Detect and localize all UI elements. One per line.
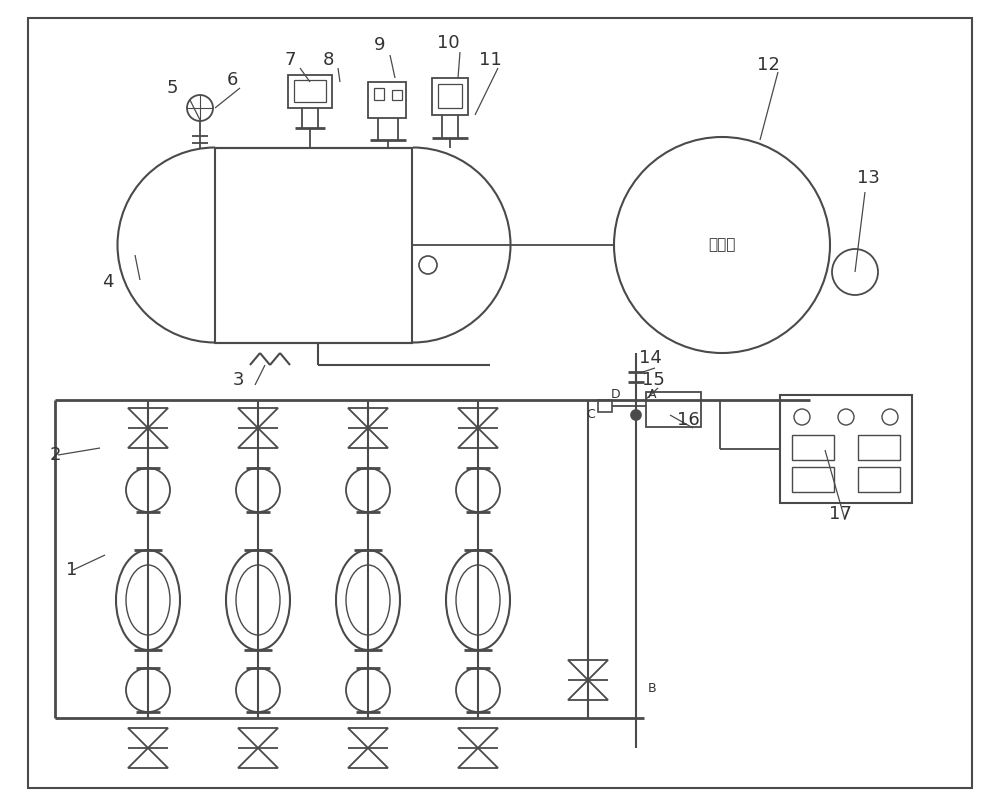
Text: D: D	[611, 388, 621, 401]
Text: 13: 13	[857, 169, 879, 187]
Circle shape	[832, 249, 878, 295]
Bar	[858, 467, 900, 492]
Polygon shape	[128, 728, 168, 748]
Text: 12: 12	[757, 56, 779, 74]
Circle shape	[187, 95, 213, 121]
Circle shape	[882, 409, 898, 425]
Polygon shape	[128, 428, 168, 448]
Polygon shape	[458, 728, 498, 748]
Text: 3: 3	[232, 371, 244, 389]
Circle shape	[346, 668, 390, 712]
Bar	[392, 90, 402, 100]
Polygon shape	[348, 408, 388, 428]
Text: 1: 1	[66, 561, 78, 579]
Bar	[215, 148, 412, 343]
Text: 6: 6	[226, 71, 238, 89]
Bar	[780, 395, 912, 503]
Bar	[432, 78, 468, 115]
Ellipse shape	[456, 565, 500, 635]
Circle shape	[456, 668, 500, 712]
Bar	[792, 435, 834, 460]
Polygon shape	[238, 408, 278, 428]
Text: 7: 7	[284, 51, 296, 69]
Text: 17: 17	[829, 505, 851, 523]
Ellipse shape	[336, 550, 400, 650]
Polygon shape	[348, 728, 388, 748]
Polygon shape	[568, 660, 608, 680]
Text: 14: 14	[639, 349, 661, 367]
Text: A: A	[648, 388, 656, 401]
Circle shape	[236, 468, 280, 512]
Polygon shape	[128, 748, 168, 768]
Polygon shape	[348, 428, 388, 448]
Circle shape	[126, 468, 170, 512]
Bar	[368, 82, 406, 118]
Text: 8: 8	[322, 51, 334, 69]
Polygon shape	[568, 680, 608, 700]
Bar	[598, 400, 612, 412]
Ellipse shape	[446, 550, 510, 650]
Text: 9: 9	[374, 36, 386, 54]
Circle shape	[456, 468, 500, 512]
Ellipse shape	[226, 550, 290, 650]
Ellipse shape	[126, 565, 170, 635]
Polygon shape	[238, 728, 278, 748]
Circle shape	[419, 256, 437, 274]
Circle shape	[614, 137, 830, 353]
Text: 11: 11	[479, 51, 501, 69]
Text: 15: 15	[642, 371, 664, 389]
Circle shape	[838, 409, 854, 425]
Circle shape	[346, 468, 390, 512]
Polygon shape	[458, 748, 498, 768]
Polygon shape	[238, 748, 278, 768]
Text: 4: 4	[102, 273, 114, 291]
Bar	[294, 80, 326, 102]
Polygon shape	[348, 748, 388, 768]
Bar	[646, 392, 701, 427]
Text: C: C	[587, 408, 595, 421]
Bar	[858, 435, 900, 460]
Text: 16: 16	[677, 411, 699, 429]
Text: 5: 5	[166, 79, 178, 97]
Circle shape	[794, 409, 810, 425]
Circle shape	[631, 410, 641, 420]
Circle shape	[126, 668, 170, 712]
Polygon shape	[458, 428, 498, 448]
Ellipse shape	[236, 565, 280, 635]
Ellipse shape	[346, 565, 390, 635]
Bar	[792, 467, 834, 492]
Text: 2: 2	[49, 446, 61, 464]
Bar	[374, 88, 384, 100]
Polygon shape	[128, 408, 168, 428]
Ellipse shape	[116, 550, 180, 650]
Text: 10: 10	[437, 34, 459, 52]
Polygon shape	[238, 428, 278, 448]
Bar	[288, 75, 332, 108]
Circle shape	[236, 668, 280, 712]
Text: 气压罐: 气压罐	[708, 238, 736, 252]
Bar	[438, 84, 462, 108]
Polygon shape	[458, 408, 498, 428]
Text: B: B	[648, 681, 657, 694]
